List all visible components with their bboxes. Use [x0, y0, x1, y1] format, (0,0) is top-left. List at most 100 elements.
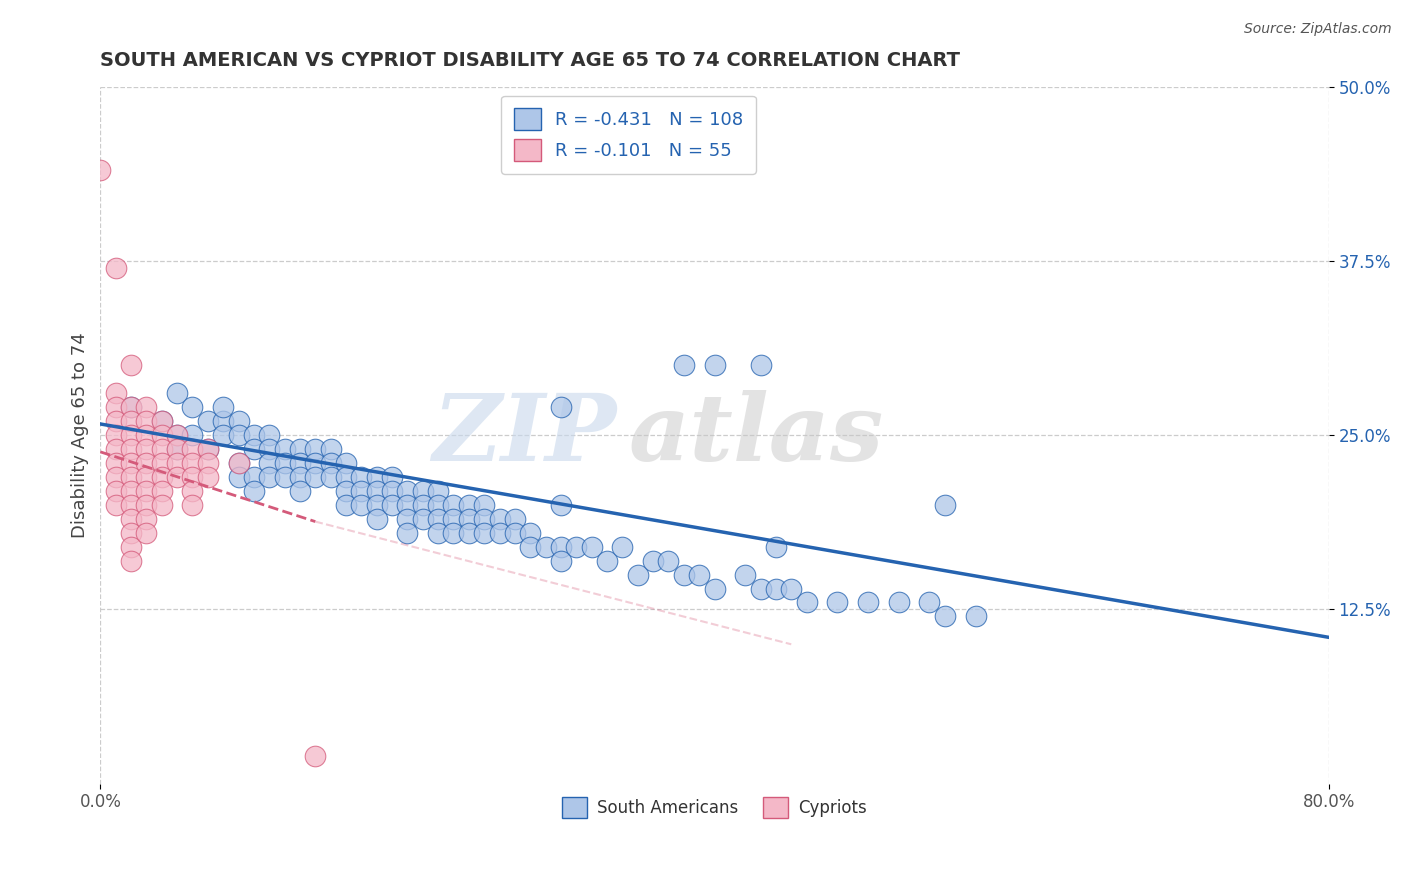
Point — [166, 428, 188, 442]
Legend: South Americans, Cypriots: South Americans, Cypriots — [555, 790, 873, 824]
Point — [366, 483, 388, 498]
Point — [612, 540, 634, 554]
Point — [396, 525, 419, 540]
Point — [120, 428, 142, 442]
Point — [412, 483, 434, 498]
Point — [443, 525, 465, 540]
Point — [457, 512, 479, 526]
Point — [243, 483, 266, 498]
Point — [135, 525, 157, 540]
Point — [472, 498, 495, 512]
Point — [89, 163, 111, 178]
Point — [350, 498, 373, 512]
Point — [166, 442, 188, 456]
Point — [396, 483, 419, 498]
Point — [412, 498, 434, 512]
Point — [212, 414, 235, 428]
Point — [135, 428, 157, 442]
Point — [565, 540, 588, 554]
Point — [288, 483, 311, 498]
Point — [135, 498, 157, 512]
Point — [427, 483, 450, 498]
Point — [181, 401, 204, 415]
Point — [273, 442, 295, 456]
Point — [749, 359, 772, 373]
Point — [381, 470, 404, 484]
Point — [627, 567, 650, 582]
Point — [257, 456, 280, 470]
Text: Source: ZipAtlas.com: Source: ZipAtlas.com — [1244, 22, 1392, 37]
Point — [350, 483, 373, 498]
Point — [304, 442, 326, 456]
Point — [934, 498, 956, 512]
Point — [457, 525, 479, 540]
Point — [550, 554, 572, 568]
Point — [197, 470, 219, 484]
Point — [257, 442, 280, 456]
Point — [657, 554, 679, 568]
Point — [780, 582, 803, 596]
Point — [120, 359, 142, 373]
Point — [288, 456, 311, 470]
Point — [519, 525, 541, 540]
Point — [534, 540, 557, 554]
Point — [166, 428, 188, 442]
Point — [150, 456, 173, 470]
Point — [934, 609, 956, 624]
Point — [212, 428, 235, 442]
Point — [273, 456, 295, 470]
Point — [166, 386, 188, 401]
Point — [104, 456, 127, 470]
Point — [197, 456, 219, 470]
Point — [181, 428, 204, 442]
Point — [641, 554, 664, 568]
Point — [304, 470, 326, 484]
Point — [228, 470, 250, 484]
Point — [135, 442, 157, 456]
Point — [104, 470, 127, 484]
Point — [228, 456, 250, 470]
Y-axis label: Disability Age 65 to 74: Disability Age 65 to 74 — [72, 332, 89, 538]
Point — [335, 470, 357, 484]
Point — [135, 512, 157, 526]
Point — [243, 470, 266, 484]
Point — [488, 525, 510, 540]
Point — [120, 525, 142, 540]
Point — [135, 483, 157, 498]
Point — [366, 512, 388, 526]
Point — [120, 401, 142, 415]
Point — [581, 540, 603, 554]
Point — [135, 470, 157, 484]
Point — [150, 428, 173, 442]
Point — [550, 540, 572, 554]
Point — [104, 414, 127, 428]
Point — [166, 442, 188, 456]
Point — [965, 609, 987, 624]
Point — [120, 540, 142, 554]
Point — [150, 414, 173, 428]
Point — [427, 512, 450, 526]
Point — [672, 359, 695, 373]
Point — [120, 498, 142, 512]
Point — [197, 414, 219, 428]
Point — [104, 498, 127, 512]
Point — [181, 456, 204, 470]
Point — [734, 567, 756, 582]
Point — [472, 512, 495, 526]
Text: atlas: atlas — [628, 390, 884, 480]
Point — [443, 498, 465, 512]
Point — [273, 470, 295, 484]
Point — [228, 456, 250, 470]
Point — [827, 595, 849, 609]
Point — [488, 512, 510, 526]
Point — [120, 554, 142, 568]
Point — [304, 456, 326, 470]
Point — [350, 470, 373, 484]
Point — [749, 582, 772, 596]
Point — [181, 442, 204, 456]
Point — [596, 554, 619, 568]
Point — [181, 470, 204, 484]
Point — [443, 512, 465, 526]
Point — [150, 470, 173, 484]
Point — [288, 442, 311, 456]
